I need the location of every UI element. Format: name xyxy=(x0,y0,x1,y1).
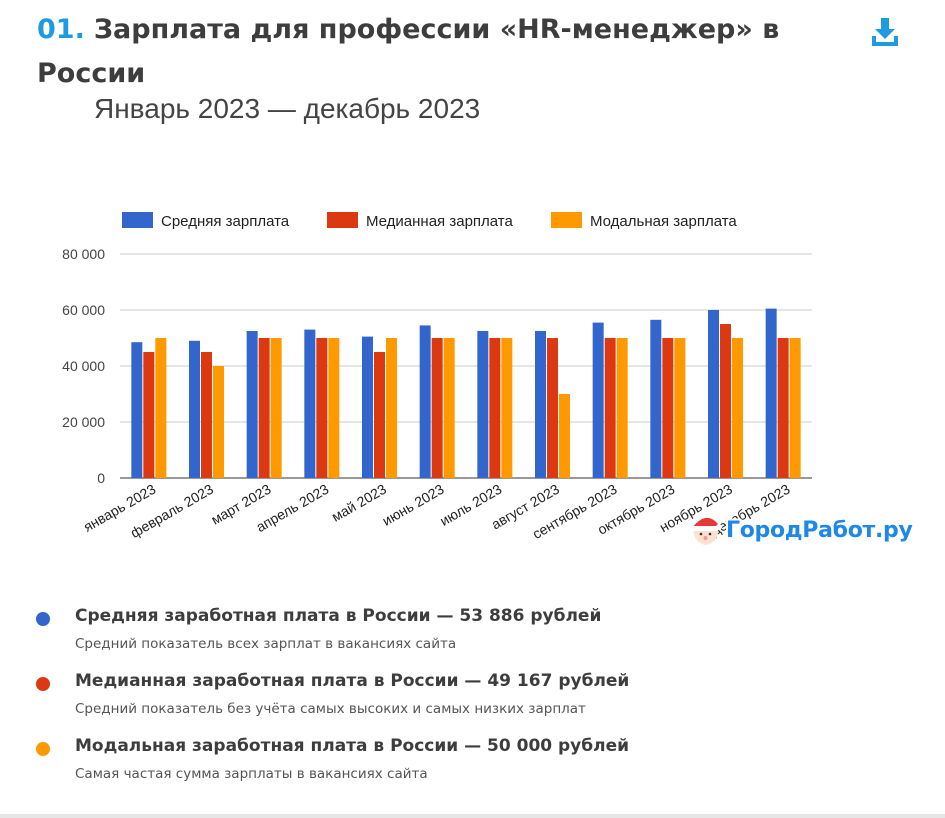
summary-title: Модальная заработная плата в России — 50… xyxy=(75,736,630,756)
bar xyxy=(604,338,616,478)
bar xyxy=(732,338,743,478)
bar xyxy=(662,338,674,478)
bar xyxy=(650,319,662,478)
y-tick-label: 20 000 xyxy=(62,414,105,430)
bar xyxy=(328,338,340,478)
bar xyxy=(419,325,431,478)
bar xyxy=(304,329,316,478)
chart-title: Январь 2023 — декабрь 2023 xyxy=(94,93,480,124)
bar xyxy=(592,322,604,478)
legend-label: Медианная зарплата xyxy=(366,213,514,230)
legend-swatch xyxy=(327,212,358,228)
header: 01. Зарплата для профессии «HR-менеджер» … xyxy=(37,8,857,96)
summary-list: Средняя заработная плата в России — 53 8… xyxy=(36,606,896,801)
bar xyxy=(535,331,546,478)
bar xyxy=(155,338,167,478)
summary-item-average: Средняя заработная плата в России — 53 8… xyxy=(36,606,896,671)
bar xyxy=(765,308,777,478)
bar xyxy=(708,310,719,478)
x-tick-label: июнь 2023 xyxy=(379,481,446,529)
legend-swatch xyxy=(122,212,153,228)
summary-description: Средний показатель всех зарплат в ваканс… xyxy=(75,636,457,652)
bar xyxy=(374,352,385,478)
average-dot xyxy=(36,612,50,626)
bar xyxy=(213,366,224,478)
bar xyxy=(270,338,282,478)
bar xyxy=(559,394,570,478)
mode-dot xyxy=(36,742,50,756)
watermark-text: ГородРабот.ру xyxy=(726,517,913,543)
page-title: 01. Зарплата для профессии «HR-менеджер» … xyxy=(37,8,857,96)
bar xyxy=(720,324,731,478)
summary-description: Самая частая сумма зарплаты в вакансиях … xyxy=(75,766,428,782)
title-text: Зарплата для профессии «HR-менеджер» в Р… xyxy=(37,14,780,89)
bar xyxy=(189,340,200,478)
bar xyxy=(443,338,455,478)
summary-title: Средняя заработная плата в России — 53 8… xyxy=(75,606,602,626)
bar xyxy=(316,338,328,478)
y-tick-label: 0 xyxy=(97,470,105,486)
bar xyxy=(386,338,397,478)
bar xyxy=(246,331,258,478)
bar xyxy=(143,352,155,478)
summary-description: Средний показатель без учёта самых высок… xyxy=(75,701,586,717)
bottom-divider xyxy=(0,814,945,818)
bar xyxy=(489,338,501,478)
legend-swatch xyxy=(551,212,582,228)
bar-chart: Январь 2023 — декабрь 2023 0 20 000 40 000 6… xyxy=(62,93,812,542)
bar xyxy=(362,336,373,478)
chart: Январь 2023 — декабрь 2023 0 20 000 40 000 6… xyxy=(0,80,945,560)
summary-item-median: Медианная заработная плата в России — 49… xyxy=(36,671,896,736)
bar xyxy=(616,338,628,478)
santa-icon xyxy=(691,517,722,545)
bar xyxy=(501,338,513,478)
summary-item-mode: Модальная заработная плата в России — 50… xyxy=(36,736,896,801)
bar xyxy=(201,352,212,478)
median-dot xyxy=(36,677,50,691)
legend-label: Средняя зарплата xyxy=(161,213,290,230)
watermark: ГородРабот.ру xyxy=(684,508,913,552)
bar xyxy=(131,342,143,478)
bar xyxy=(431,338,443,478)
bar xyxy=(547,338,558,478)
bar xyxy=(777,338,789,478)
y-tick-label: 80 000 xyxy=(62,246,105,262)
bar xyxy=(477,331,489,478)
section-number: 01. xyxy=(37,14,85,45)
bar xyxy=(674,338,686,478)
y-tick-label: 40 000 xyxy=(62,358,105,374)
download-icon xyxy=(872,18,898,46)
summary-title: Медианная заработная плата в России — 49… xyxy=(75,671,630,691)
legend-label: Модальная зарплата xyxy=(590,213,737,230)
download-button[interactable] xyxy=(871,16,901,48)
bar xyxy=(258,338,270,478)
y-tick-label: 60 000 xyxy=(62,302,105,318)
bar xyxy=(789,338,801,478)
